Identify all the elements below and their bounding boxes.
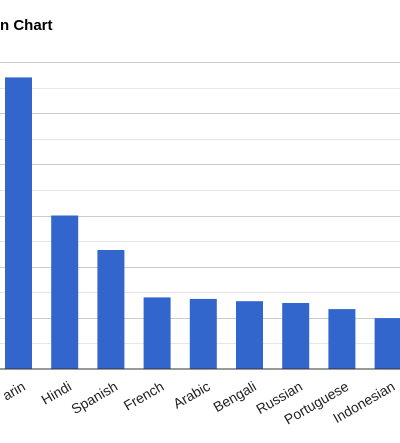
bar-french: [143, 297, 171, 369]
bar-bengali: [236, 301, 263, 369]
bar-arin: [5, 77, 32, 370]
chart-title: n Chart: [0, 17, 53, 34]
x-tick-label: Bengali: [210, 378, 258, 415]
x-tick-label: French: [121, 378, 167, 414]
bar-indonesian: [374, 318, 400, 369]
bar-spanish: [97, 250, 125, 369]
bar-portuguese: [328, 309, 356, 369]
x-tick-label: arin: [0, 378, 28, 404]
bar-russian: [282, 303, 310, 369]
bar-arabic: [189, 298, 217, 369]
bars: [5, 77, 400, 370]
x-tick-label: Spanish: [68, 378, 120, 417]
bar-hindi: [51, 215, 79, 369]
x-tick-label: Arabic: [170, 378, 212, 412]
